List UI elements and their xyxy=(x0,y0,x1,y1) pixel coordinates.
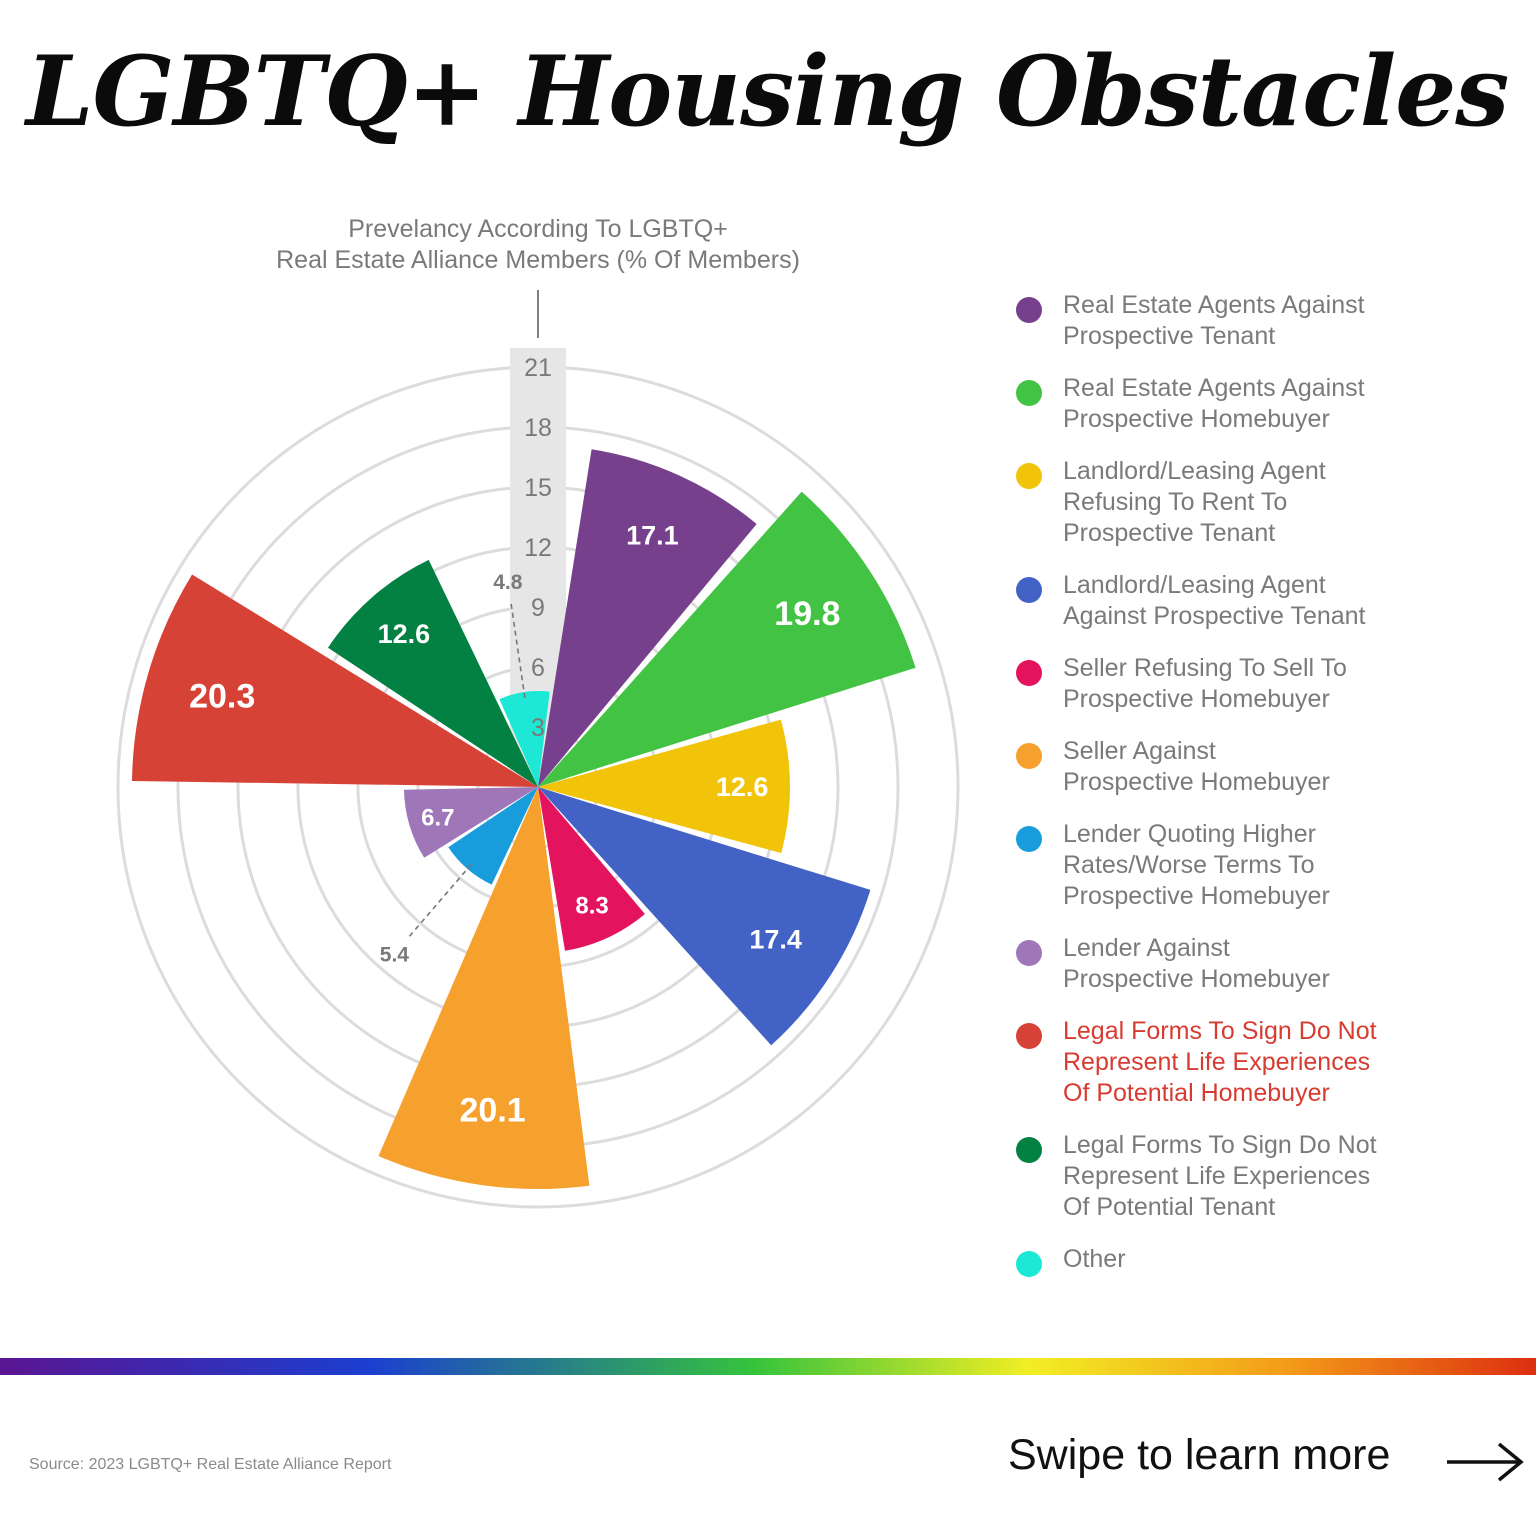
chart-legend: Real Estate Agents Against Prospective Te… xyxy=(1014,290,1484,1296)
wedge-value-label: 17.4 xyxy=(749,925,802,955)
wedge-7 xyxy=(448,787,538,885)
legend-item: Other xyxy=(1014,1244,1484,1277)
page-title: LGBTQ+ Housing Obstacles xyxy=(26,35,1509,148)
legend-label-line: Lender Against xyxy=(1063,934,1230,962)
legend-swatch xyxy=(1016,1023,1042,1049)
wedge-10 xyxy=(328,559,538,787)
legend-label-line: Legal Forms To Sign Do Not xyxy=(1063,1131,1377,1159)
wedge-1 xyxy=(538,449,757,787)
rainbow-divider xyxy=(0,1358,1536,1375)
legend-swatch xyxy=(1016,297,1042,323)
legend-label-line: Landlord/Leasing Agent xyxy=(1063,571,1326,599)
wedge-leader-line xyxy=(406,863,473,940)
legend-item: Landlord/Leasing Agent Refusing To Rent T… xyxy=(1014,456,1484,549)
wedge-8 xyxy=(404,787,538,858)
wedge-3 xyxy=(538,719,791,854)
wedge-leader-line xyxy=(509,600,526,699)
legend-label-line: Real Estate Agents Against xyxy=(1063,374,1365,402)
wedge-value-label: 12.6 xyxy=(716,772,769,802)
legend-label-line: Real Estate Agents Against xyxy=(1063,291,1365,319)
legend-label-line: Seller Against xyxy=(1063,737,1216,765)
legend-item: Legal Forms To Sign Do Not Represent Life… xyxy=(1014,1016,1484,1109)
wedge-value-label: 19.8 xyxy=(774,595,840,633)
legend-label-line: Seller Refusing To Sell To xyxy=(1063,654,1347,682)
wedge-value-label: 20.1 xyxy=(460,1092,526,1130)
radial-tick-label: 6 xyxy=(531,654,545,682)
wedge-11 xyxy=(499,690,550,787)
wedge-value-label: 6.7 xyxy=(421,804,454,831)
legend-label-line: Represent Life Experiences xyxy=(1063,1162,1371,1190)
wedge-5 xyxy=(538,787,645,951)
legend-label-line: Represent Life Experiences xyxy=(1063,1048,1371,1076)
legend-item: Seller Refusing To Sell To Prospective Ho… xyxy=(1014,653,1484,715)
legend-label-line: Refusing To Rent To xyxy=(1063,488,1288,516)
wedge-6 xyxy=(378,787,590,1189)
legend-swatch xyxy=(1016,826,1042,852)
radial-tick-label: 21 xyxy=(524,354,552,382)
legend-label-line: Landlord/Leasing Agent xyxy=(1063,457,1326,485)
wedge-value-label: 17.1 xyxy=(626,520,679,550)
radial-tick-label: 3 xyxy=(531,714,545,742)
wedge-2 xyxy=(538,491,916,787)
legend-label-line: Prospective Homebuyer xyxy=(1063,768,1330,796)
radial-tick-label: 9 xyxy=(531,594,545,622)
legend-label-line: Lender Quoting Higher xyxy=(1063,820,1316,848)
radial-tick-label: 18 xyxy=(524,414,552,442)
wedge-value-label: 4.8 xyxy=(493,571,523,594)
legend-swatch xyxy=(1016,1137,1042,1163)
legend-item: Lender Quoting Higher Rates/Worse Terms T… xyxy=(1014,819,1484,912)
legend-item: Real Estate Agents Against Prospective Ho… xyxy=(1014,373,1484,435)
legend-item: Landlord/Leasing Agent Against Prospectiv… xyxy=(1014,570,1484,632)
swipe-prompt[interactable]: Swipe to learn more xyxy=(1008,1431,1391,1479)
legend-swatch xyxy=(1016,940,1042,966)
legend-label-line: Prospective Homebuyer xyxy=(1063,965,1330,993)
chart-subtitle-line: Real Estate Alliance Members (% Of Membe… xyxy=(276,246,800,274)
legend-swatch xyxy=(1016,743,1042,769)
right-arrow-icon[interactable] xyxy=(1445,1440,1525,1484)
legend-item: Legal Forms To Sign Do Not Represent Life… xyxy=(1014,1130,1484,1223)
radial-tick-label: 12 xyxy=(524,534,552,562)
legend-label-line: Rates/Worse Terms To xyxy=(1063,851,1315,879)
legend-label-line: Prospective Tenant xyxy=(1063,322,1276,350)
legend-swatch xyxy=(1016,577,1042,603)
legend-label-line: Prospective Homebuyer xyxy=(1063,405,1330,433)
legend-swatch xyxy=(1016,380,1042,406)
wedge-value-label: 5.4 xyxy=(380,944,410,967)
legend-label-line: Prospective Tenant xyxy=(1063,519,1276,547)
legend-swatch xyxy=(1016,660,1042,686)
radial-tick-label: 15 xyxy=(524,474,552,502)
legend-label-line: Prospective Homebuyer xyxy=(1063,882,1330,910)
legend-item: Real Estate Agents Against Prospective Te… xyxy=(1014,290,1484,352)
legend-label-line: Against Prospective Tenant xyxy=(1063,602,1366,630)
legend-swatch xyxy=(1016,1251,1042,1277)
legend-label-line: Other xyxy=(1063,1245,1126,1273)
chart-subtitle-line: Prevelancy According To LGBTQ+ xyxy=(348,215,728,243)
wedge-value-label: 12.6 xyxy=(378,619,431,649)
legend-label-line: Of Potential Homebuyer xyxy=(1063,1079,1330,1107)
wedge-9 xyxy=(132,574,538,787)
source-note: Source: 2023 LGBTQ+ Real Estate Alliance… xyxy=(29,1456,392,1473)
legend-swatch xyxy=(1016,463,1042,489)
legend-label-line: Prospective Homebuyer xyxy=(1063,685,1330,713)
legend-label-line: Legal Forms To Sign Do Not xyxy=(1063,1017,1377,1045)
wedge-value-label: 8.3 xyxy=(575,892,608,919)
legend-item: Seller Against Prospective Homebuyer xyxy=(1014,736,1484,798)
chart-subtitle: Prevelancy According To LGBTQ+ Real Esta… xyxy=(238,214,838,276)
polar-bar-chart: 17.1 19.8 12.6 17.4 8.3 20.1 5.4 6.7 20.3 12.6 4.8… xyxy=(116,290,960,1209)
legend-item: Lender Against Prospective Homebuyer xyxy=(1014,933,1484,995)
legend-label-line: Of Potential Tenant xyxy=(1063,1193,1276,1221)
wedge-4 xyxy=(538,787,871,1046)
wedge-value-label: 20.3 xyxy=(189,678,255,716)
